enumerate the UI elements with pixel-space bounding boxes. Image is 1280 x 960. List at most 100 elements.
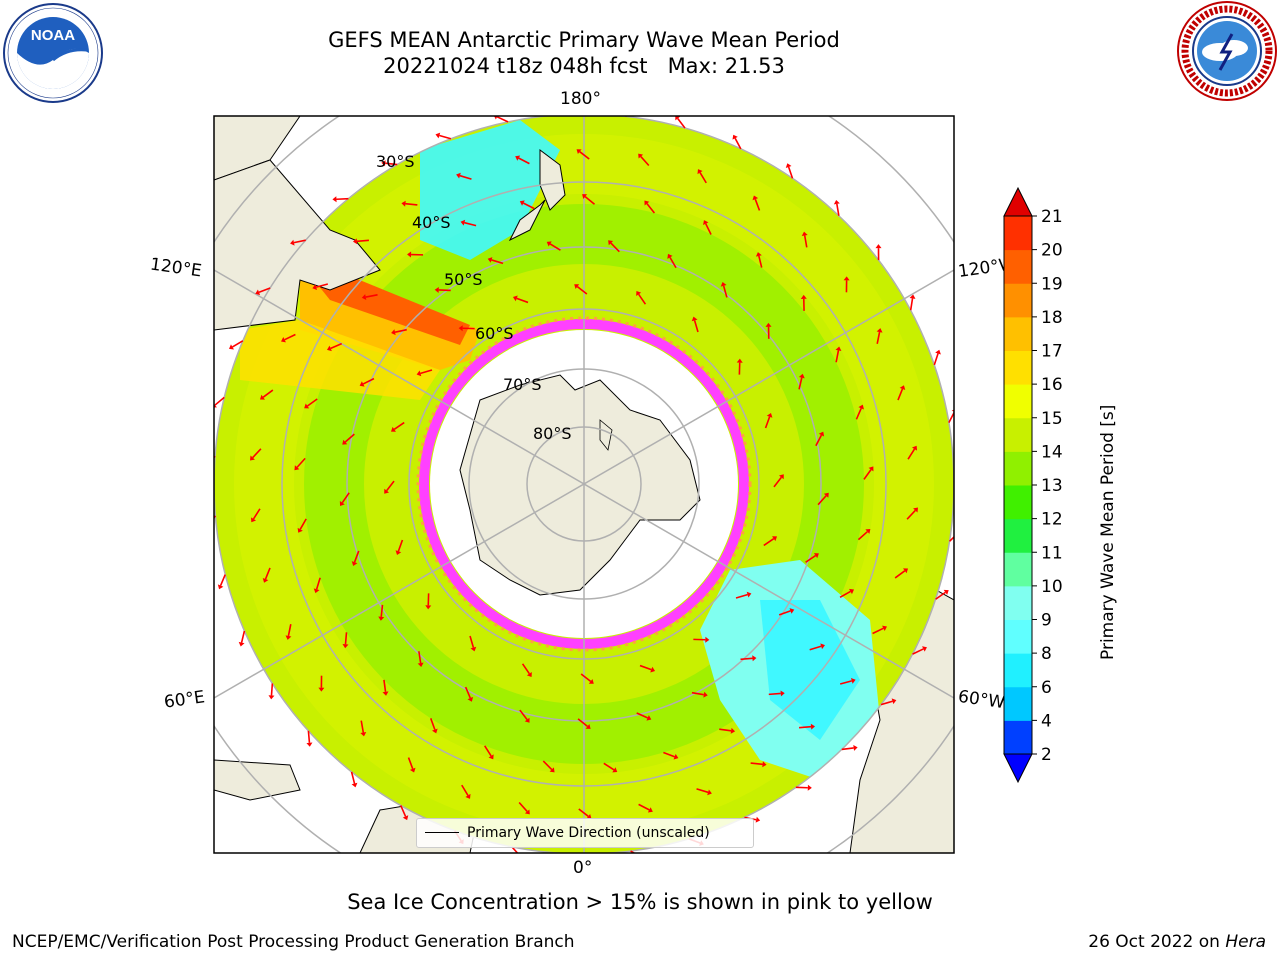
wave-arrow: [518, 801, 528, 812]
wave-arrow-head: [512, 295, 518, 302]
wave-arrow-head: [644, 200, 650, 206]
wave-arrow: [519, 709, 528, 721]
colorbar-tick-label: 18: [1041, 308, 1063, 328]
wave-arrow: [646, 203, 656, 214]
wave-arrow: [735, 593, 748, 599]
colorbar-swatch: [1004, 720, 1032, 755]
wave-arrow: [383, 679, 387, 692]
wave-arrow-head: [262, 577, 269, 583]
wave-arrow-head: [720, 282, 727, 287]
wave-arrow: [511, 846, 519, 853]
wave-arrow-head: [638, 153, 644, 159]
colorbar-under-triangle: [1003, 753, 1033, 784]
wave-arrow: [356, 239, 369, 243]
wave-arrow: [496, 116, 509, 123]
wave-arrow-head: [730, 727, 736, 734]
wave-arrow-head: [339, 500, 345, 506]
colorbar-tick-label: 8: [1041, 644, 1052, 664]
wave-arrow: [578, 808, 589, 817]
wave-arrow-head: [281, 337, 286, 343]
wave-arrow-head: [312, 284, 318, 291]
colorbar-tick-label: 14: [1041, 442, 1063, 462]
wave-arrow: [610, 242, 620, 253]
wave-arrow: [778, 610, 791, 616]
wave-arrow: [521, 663, 530, 675]
colorbar-tick-label: 21: [1041, 207, 1063, 227]
wave-arrow-head: [585, 724, 591, 729]
colorbar-tick-label: 17: [1041, 342, 1063, 362]
wave-arrow-head: [843, 276, 850, 281]
wave-arrow-head: [903, 568, 909, 574]
wave-arrow: [693, 320, 699, 333]
wave-arrow: [836, 203, 840, 216]
wave-arrow-head: [959, 469, 964, 474]
wave-arrow-head: [798, 373, 805, 379]
wave-arrow-head: [465, 793, 471, 799]
wave-arrow-head: [206, 524, 211, 529]
wave-arrow-head: [460, 219, 466, 226]
wave-arrow-head: [217, 584, 224, 590]
lat-label-30s: 30°S: [376, 152, 415, 171]
wave-arrow: [630, 850, 636, 853]
wave-arrow-head: [615, 105, 620, 110]
wave-arrow: [439, 134, 452, 140]
wave-arrow: [523, 202, 535, 210]
wave-arrow: [740, 657, 753, 661]
wave-arrow-head: [909, 294, 916, 299]
wave-arrow-head: [882, 625, 887, 631]
wave-arrow: [341, 492, 350, 504]
wave-arrow-head: [608, 240, 614, 246]
lat-label-70s: 70°S: [503, 375, 542, 394]
colorbar-label: Primary Wave Mean Period [s]: [1098, 404, 1118, 660]
wave-arrow: [677, 118, 686, 129]
wave-arrow-head: [249, 455, 255, 461]
wave-arrow-head: [434, 286, 439, 293]
wave-arrow-head: [294, 465, 300, 471]
wave-arrow-head: [956, 530, 961, 535]
wave-arrow: [773, 476, 782, 488]
wave-arrow-head: [488, 754, 494, 760]
wave-arrow-head: [849, 588, 854, 595]
wave-arrow: [287, 624, 292, 637]
wave-arrow: [705, 223, 712, 235]
wave-arrow: [872, 627, 884, 635]
wave-arrow: [799, 725, 812, 729]
wave-arrow-head: [487, 257, 493, 263]
colorbar-swatch: [1004, 619, 1032, 654]
wave-arrow: [353, 550, 360, 563]
wave-arrow: [863, 469, 872, 480]
wave-arrow: [897, 388, 904, 401]
wave-arrow-head: [432, 728, 438, 734]
wave-arrow: [734, 137, 742, 150]
legend-line-swatch: [425, 832, 459, 833]
map-legend: Primary Wave Direction (unscaled): [416, 818, 754, 848]
wave-arrow-head: [524, 809, 530, 815]
wave-arrow: [894, 570, 906, 579]
wave-arrow-head: [467, 696, 474, 702]
wave-arrow-head: [351, 561, 358, 566]
land-new-zealand-north: [539, 149, 566, 211]
wave-arrow-head: [807, 784, 812, 791]
colorbar-swatch: [1004, 216, 1032, 251]
wave-arrow-head: [576, 149, 582, 155]
wave-arrow: [953, 480, 954, 482]
lat-label-40s: 40°S: [412, 213, 451, 232]
map-frame: [213, 115, 955, 854]
wave-arrow: [330, 342, 343, 350]
colorbar-swatch: [1004, 283, 1032, 318]
colorbar-over-triangle: [1003, 186, 1033, 217]
wave-arrow-head: [705, 636, 710, 643]
colorbar-swatch: [1004, 485, 1032, 520]
wave-arrow-head: [865, 529, 871, 534]
wave-arrow: [306, 398, 318, 407]
colorbar-tick-label: 9: [1041, 611, 1052, 631]
wave-arrow: [420, 369, 433, 375]
wave-arrow-head: [361, 294, 367, 301]
land-africa-madagascar: [214, 759, 301, 801]
wave-arrow: [264, 567, 271, 580]
wave-arrow: [262, 389, 274, 398]
wave-arrow-head: [752, 195, 759, 201]
wave-arrow-head: [785, 163, 792, 168]
wave-arrow-head: [858, 404, 864, 410]
